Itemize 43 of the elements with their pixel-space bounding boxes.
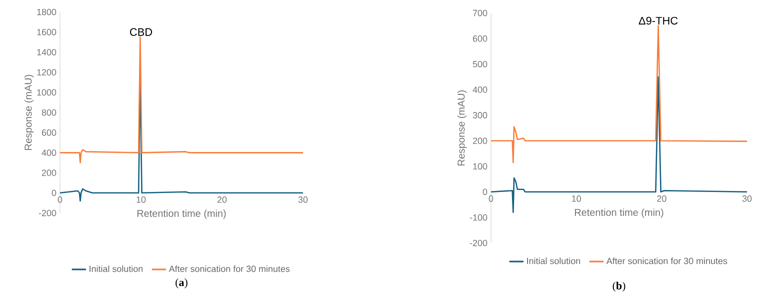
y-tick-label: 0 [482,188,488,196]
y-tick-label: 100 [473,163,488,170]
x-axis-title: Retention time (min) [574,208,664,218]
x-tick-label: 0 [58,196,62,203]
y-tick-label: 1000 [37,89,56,96]
legend-label: Initial solution [527,258,580,264]
y-tick-label: 600 [42,129,56,136]
y-tick-label: 600 [472,35,488,42]
y-tick-label: 200 [472,138,488,144]
x-tick-label: 10 [136,196,146,203]
y-tick-label: -100 [470,214,488,221]
y-axis-title: Response (mAU) [457,90,467,166]
y-tick-label: 200 [42,170,56,176]
line-series [490,25,748,164]
y-tick-label: 1800 [37,8,56,16]
x-axis-title: Retention time (min) [137,210,226,219]
y-tick-label: 400 [42,150,56,156]
x-tick-label: 30 [742,195,752,202]
legend-label: After sonication for 30 minutes [168,265,290,272]
y-tick-label: 500 [472,60,488,68]
text: (a) [176,278,188,288]
legend-label: After sonication for 30 minutes [606,258,728,264]
y-tick-label: 0 [52,190,56,196]
annotation: Δ9-THC [638,16,678,25]
text: (b) [612,282,626,292]
x-tick-label: 0 [488,195,494,202]
y-tick-label: 1600 [37,28,56,36]
x-tick-label: 20 [217,196,227,203]
y-tick-label: -200 [470,240,488,246]
x-tick-label: 30 [298,196,308,203]
x-tick-label: 20 [657,195,666,202]
y-tick-label: 400 [472,86,488,93]
legend-label: Initial solution [90,265,143,272]
y-tick-label: 1400 [37,49,56,56]
y-tick-label: 300 [472,112,488,118]
y-tick-label: 1200 [37,69,56,76]
y-tick-label: -200 [38,210,56,216]
y-axis-title: Response (mAU) [24,74,34,150]
y-tick-label: 800 [42,109,56,116]
x-tick-label: 10 [572,195,581,202]
y-tick-label: 700 [472,10,488,16]
line-series [59,36,304,164]
annotation: CBD [130,28,152,36]
